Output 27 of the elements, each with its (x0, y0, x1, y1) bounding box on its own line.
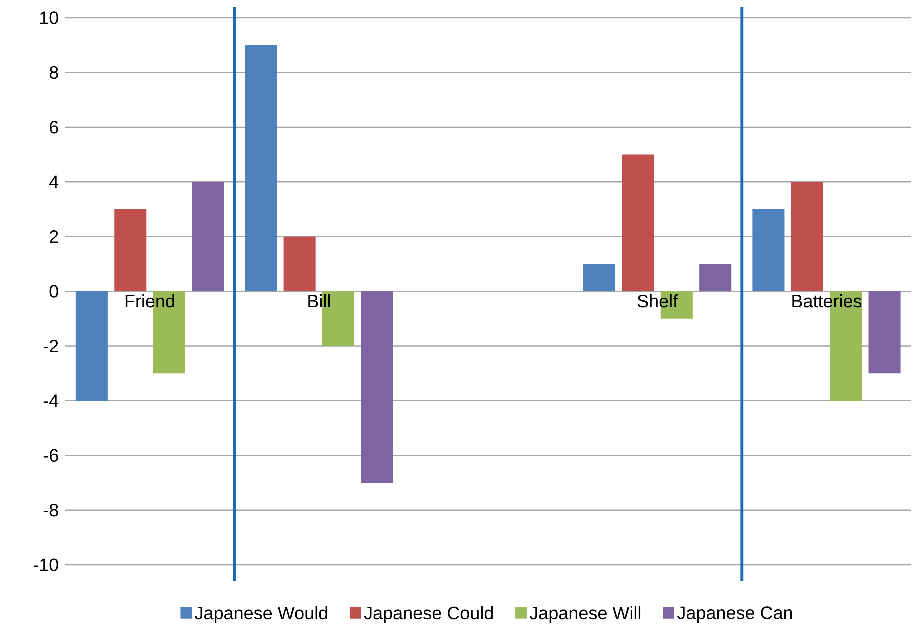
bar (583, 264, 616, 292)
bar (361, 291, 394, 483)
bar (868, 291, 901, 374)
legend-label: Japanese Can (677, 606, 792, 623)
legend-label: Japanese Would (195, 606, 328, 624)
bar (700, 264, 732, 292)
y-tick-label: 6 (50, 120, 58, 134)
y-tick-label: 10 (40, 11, 58, 24)
y-tick-label: 0 (50, 284, 58, 298)
legend-label: Japanese Will (530, 606, 641, 624)
bar (245, 45, 278, 292)
y-tick-label: -6 (44, 449, 58, 462)
y-tick-label: 2 (50, 230, 58, 243)
y-tick-label: -10 (34, 558, 58, 572)
bar (284, 236, 316, 292)
y-tick-label: 8 (50, 66, 58, 79)
bar (114, 209, 147, 292)
y-tick-label: -2 (44, 340, 58, 352)
bar (791, 182, 824, 292)
y-tick-label: 4 (50, 176, 59, 188)
bar (622, 154, 654, 292)
legend-label: Japanese Could (364, 606, 494, 624)
y-tick-label: -8 (44, 504, 58, 517)
bar (192, 182, 224, 292)
bar (752, 209, 785, 292)
y-tick-label: -4 (44, 394, 59, 407)
bar (76, 291, 108, 401)
